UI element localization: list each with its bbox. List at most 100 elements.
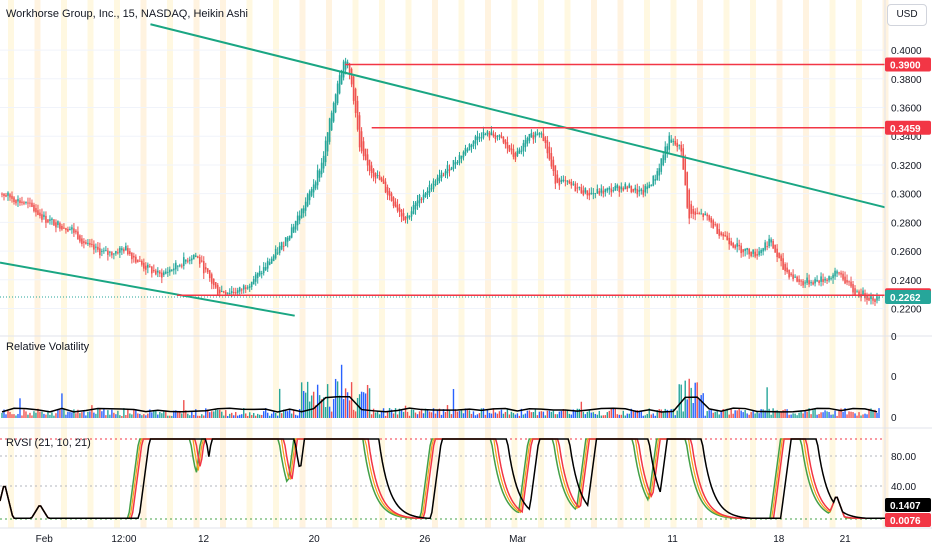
candle-body: [700, 213, 703, 215]
volatility-bar: [596, 414, 599, 418]
volatility-bar: [828, 412, 830, 418]
volatility-bar: [498, 411, 501, 418]
volatility-bar: [418, 411, 421, 418]
candle-body: [262, 267, 265, 274]
candle-body: [832, 274, 834, 279]
candle-body: [125, 245, 127, 251]
volatility-bar: [518, 415, 521, 418]
trendlines[interactable]: [0, 23, 886, 317]
volatility-bar: [67, 411, 69, 418]
candle-body: [586, 190, 589, 196]
volatility-bar: [392, 413, 395, 418]
volatility-bar: [257, 413, 259, 418]
volatility-bar: [372, 408, 375, 418]
candle-body: [732, 243, 734, 248]
volatility-bar: [770, 414, 772, 418]
candle-body: [27, 202, 29, 204]
volatility-bar: [614, 408, 617, 418]
candle-body: [137, 259, 139, 262]
candle-body: [406, 215, 409, 219]
candle-body: [202, 261, 205, 274]
volatility-bar: [213, 411, 215, 418]
volatility-bar: [382, 408, 385, 418]
candle-body: [548, 146, 551, 160]
volatility-bar: [876, 412, 878, 418]
candle-body: [610, 188, 613, 193]
volatility-bar: [350, 382, 353, 418]
candle-body: [352, 76, 355, 101]
candle-body: [590, 192, 593, 195]
candle-body: [296, 215, 299, 226]
candle-body: [558, 178, 561, 186]
volatility-bar: [708, 410, 710, 418]
candle-body: [762, 248, 764, 252]
candle-body: [544, 137, 547, 143]
volatility-bar: [440, 414, 443, 418]
candle-body: [714, 224, 716, 226]
volatility-bar: [636, 410, 638, 418]
trendline[interactable]: [0, 261, 295, 317]
volatility-bar: [322, 397, 325, 418]
candle-body: [754, 251, 756, 257]
time-axis[interactable]: Feb 12:00 12 20 26 Mar 11 18 21: [36, 534, 852, 545]
price-axis[interactable]: 0.4000 0.3800 0.3600 0.3400 0.3200 0.3000 0.28…: [891, 46, 922, 315]
volatility-bar: [464, 408, 467, 418]
volatility-bar: [175, 410, 177, 418]
volatility-bar: [229, 413, 231, 418]
volatility-bar: [620, 414, 622, 418]
volatility-bar: [91, 405, 93, 418]
volatility-bar: [189, 415, 191, 418]
candle-body: [526, 137, 529, 144]
volatility-bar: [111, 409, 113, 418]
volatility-bar: [726, 408, 728, 418]
volatility-bar: [652, 413, 654, 418]
candle-body: [85, 242, 87, 244]
volatility-bar: [31, 415, 33, 418]
candle-body: [576, 187, 579, 189]
volatility-bar: [235, 411, 237, 418]
price-tick-label: 0.3000: [891, 190, 922, 201]
candle-body: [542, 133, 545, 141]
trendline[interactable]: [150, 23, 886, 209]
volatility-bar: [644, 415, 646, 418]
volatility-bar: [374, 412, 377, 418]
candle-body: [91, 243, 93, 245]
candle-body: [362, 141, 365, 157]
volatility-bar: [420, 408, 423, 418]
volatility-bar: [506, 408, 509, 418]
candle-body: [286, 237, 289, 242]
candle-body: [105, 250, 107, 252]
volatility-bar: [566, 410, 569, 418]
volatility-bar: [354, 411, 357, 418]
volatility-bar: [796, 415, 798, 418]
candle-body: [386, 187, 389, 195]
volatility-bar: [500, 409, 503, 418]
volatility-bar: [742, 412, 744, 418]
time-tick-label: Feb: [36, 534, 54, 545]
currency-button[interactable]: USD: [887, 4, 927, 26]
volatility-bar: [568, 413, 571, 418]
time-tick-label: 21: [840, 534, 852, 545]
volatility-bar: [616, 414, 618, 418]
candle-body: [246, 287, 249, 289]
volatility-bar: [582, 411, 585, 418]
candle-body: [95, 246, 97, 248]
volatility-bar: [752, 410, 754, 418]
candle-body: [506, 142, 509, 149]
candle-body: [702, 213, 705, 217]
volatility-bar: [171, 415, 173, 418]
volatility-bar: [496, 413, 499, 418]
volatility-bar: [664, 408, 666, 418]
volatility-bar: [746, 413, 748, 418]
candle-body: [304, 201, 307, 211]
volatility-bar: [336, 381, 339, 418]
price-levels[interactable]: [177, 63, 885, 297]
time-tick-label: 26: [419, 534, 431, 545]
volatility-bar: [738, 408, 740, 418]
volatility-bar: [626, 413, 628, 418]
volatility-bar: [133, 409, 135, 418]
volatility-bar: [816, 414, 818, 418]
volatility-bar: [370, 414, 373, 418]
candle-body: [778, 252, 780, 259]
